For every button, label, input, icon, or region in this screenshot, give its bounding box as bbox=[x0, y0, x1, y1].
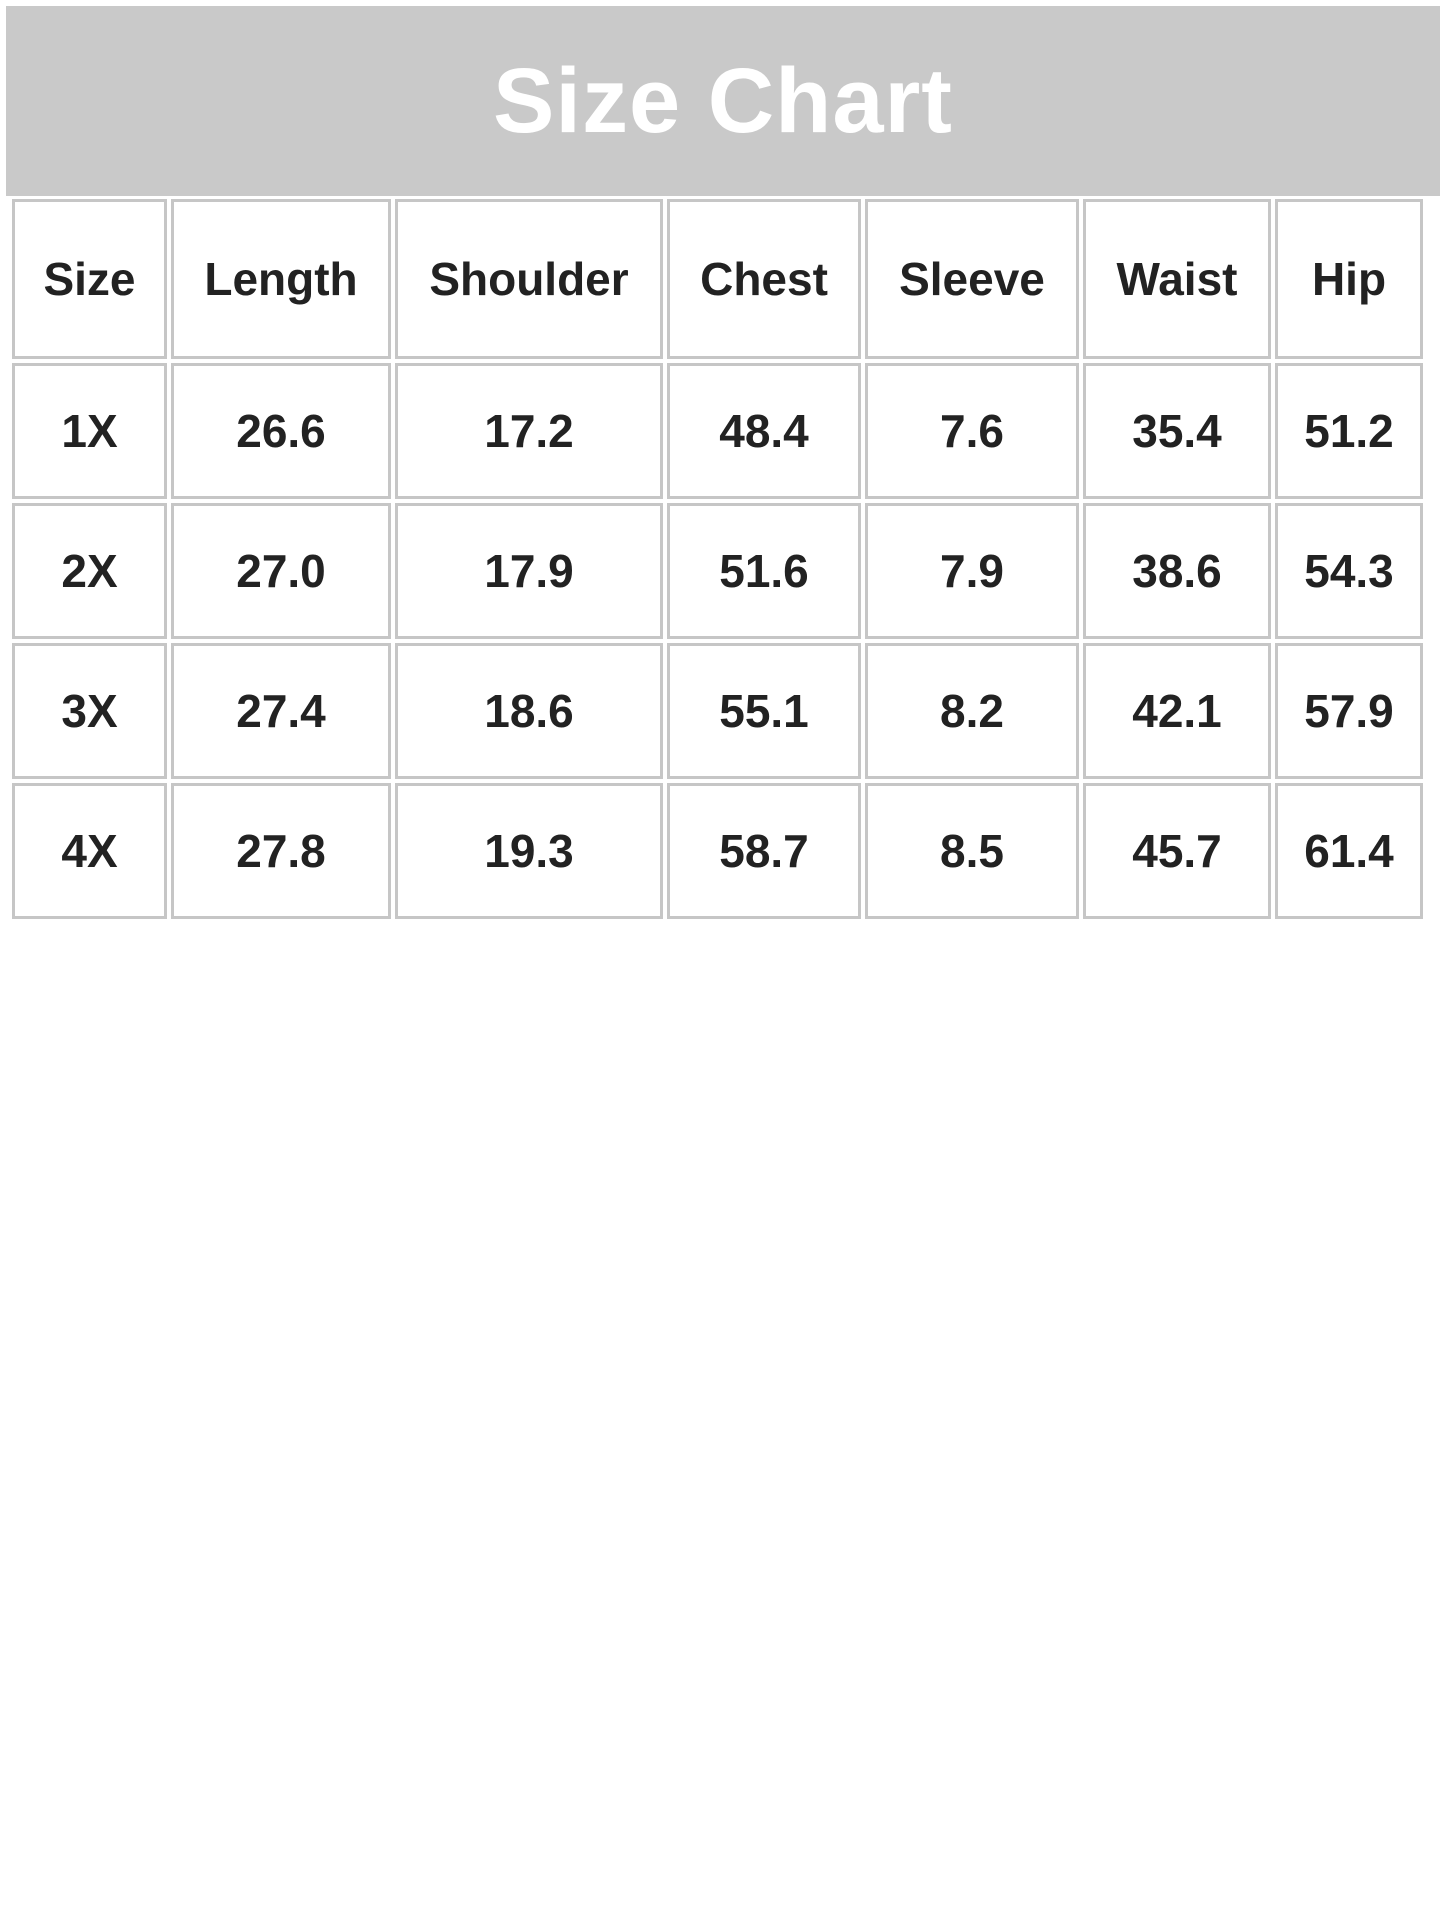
table-cell: 19.3 bbox=[395, 783, 663, 919]
table-cell: 17.9 bbox=[395, 503, 663, 639]
table-row: 3X 27.4 18.6 55.1 8.2 42.1 57.9 bbox=[12, 643, 1423, 779]
table-cell: 45.7 bbox=[1083, 783, 1271, 919]
table-cell: 61.4 bbox=[1275, 783, 1423, 919]
page-title: Size Chart bbox=[493, 49, 953, 152]
table-row: 1X 26.6 17.2 48.4 7.6 35.4 51.2 bbox=[12, 363, 1423, 499]
column-header: Sleeve bbox=[865, 199, 1079, 359]
table-cell: 51.2 bbox=[1275, 363, 1423, 499]
column-header: Length bbox=[171, 199, 391, 359]
table-cell: 27.0 bbox=[171, 503, 391, 639]
table-cell: 26.6 bbox=[171, 363, 391, 499]
table-cell: 3X bbox=[12, 643, 167, 779]
table-cell: 38.6 bbox=[1083, 503, 1271, 639]
table-cell: 58.7 bbox=[667, 783, 861, 919]
column-header: Size bbox=[12, 199, 167, 359]
column-header: Shoulder bbox=[395, 199, 663, 359]
table-cell: 7.9 bbox=[865, 503, 1079, 639]
table-cell: 27.8 bbox=[171, 783, 391, 919]
table-cell: 4X bbox=[12, 783, 167, 919]
column-header: Waist bbox=[1083, 199, 1271, 359]
table-cell: 42.1 bbox=[1083, 643, 1271, 779]
size-table: Size Length Shoulder Chest Sleeve Waist Hip 1X 2… bbox=[8, 195, 1427, 923]
table-cell: 17.2 bbox=[395, 363, 663, 499]
column-header: Hip bbox=[1275, 199, 1423, 359]
table-cell: 7.6 bbox=[865, 363, 1079, 499]
table-cell: 27.4 bbox=[171, 643, 391, 779]
title-banner: Size Chart bbox=[6, 6, 1440, 196]
table-cell: 8.5 bbox=[865, 783, 1079, 919]
table-cell: 8.2 bbox=[865, 643, 1079, 779]
table-row: 4X 27.8 19.3 58.7 8.5 45.7 61.4 bbox=[12, 783, 1423, 919]
table-cell: 1X bbox=[12, 363, 167, 499]
table-cell: 48.4 bbox=[667, 363, 861, 499]
table-cell: 2X bbox=[12, 503, 167, 639]
table-cell: 51.6 bbox=[667, 503, 861, 639]
column-header: Chest bbox=[667, 199, 861, 359]
table-cell: 54.3 bbox=[1275, 503, 1423, 639]
table-cell: 18.6 bbox=[395, 643, 663, 779]
table-row: 2X 27.0 17.9 51.6 7.9 38.6 54.3 bbox=[12, 503, 1423, 639]
table-cell: 55.1 bbox=[667, 643, 861, 779]
table-cell: 57.9 bbox=[1275, 643, 1423, 779]
header-row: Size Length Shoulder Chest Sleeve Waist Hip bbox=[12, 199, 1423, 359]
table-cell: 35.4 bbox=[1083, 363, 1271, 499]
